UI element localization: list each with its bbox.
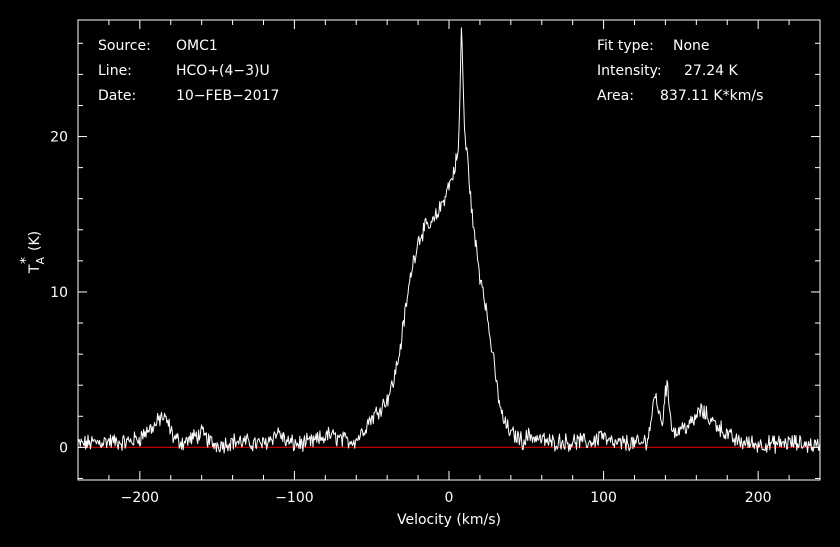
source-value: OMC1 xyxy=(176,38,218,54)
x-tick-label: −200 xyxy=(121,490,159,506)
y-axis-label-sub: A xyxy=(34,257,47,265)
series-layer xyxy=(77,27,821,454)
y-axis-label-main: T xyxy=(27,264,43,274)
x-axis-label: Velocity (km/s) xyxy=(397,512,501,528)
date-value: 10−FEB−2017 xyxy=(176,88,279,104)
y-tick-label: 20 xyxy=(50,130,68,146)
y-tick-label: 10 xyxy=(50,285,68,301)
x-tick-label: 0 xyxy=(445,490,454,506)
y-axis-label: TA* (K) xyxy=(18,231,47,274)
x-tick-label: 200 xyxy=(745,490,772,506)
y-tick-label: 0 xyxy=(59,440,68,456)
y-axis-label-unit: (K) xyxy=(27,231,43,251)
spectrum-series-line xyxy=(77,27,821,454)
x-tick-label: 100 xyxy=(590,490,617,506)
line-value: HCO+(4−3)U xyxy=(176,63,270,79)
area-value: 837.11 K*km/s xyxy=(660,88,763,104)
date-label: Date: xyxy=(98,88,136,104)
y-axis-label-text: TA* (K) xyxy=(18,231,47,274)
intensity-label: Intensity: xyxy=(597,63,662,79)
source-label: Source: xyxy=(98,38,151,54)
x-tick-label: −100 xyxy=(275,490,313,506)
ticks-layer: −200 −100 0 100 200 0 10 20 xyxy=(50,20,821,506)
y-axis-label-sup: * xyxy=(18,257,34,264)
line-label: Line: xyxy=(98,63,132,79)
fit-type-label: Fit type: xyxy=(597,38,654,54)
intensity-value: 27.24 K xyxy=(684,63,739,79)
labels-layer: Velocity (km/s) TA* (K) xyxy=(18,231,501,528)
area-label: Area: xyxy=(597,88,634,104)
fit-type-value: None xyxy=(673,38,710,54)
